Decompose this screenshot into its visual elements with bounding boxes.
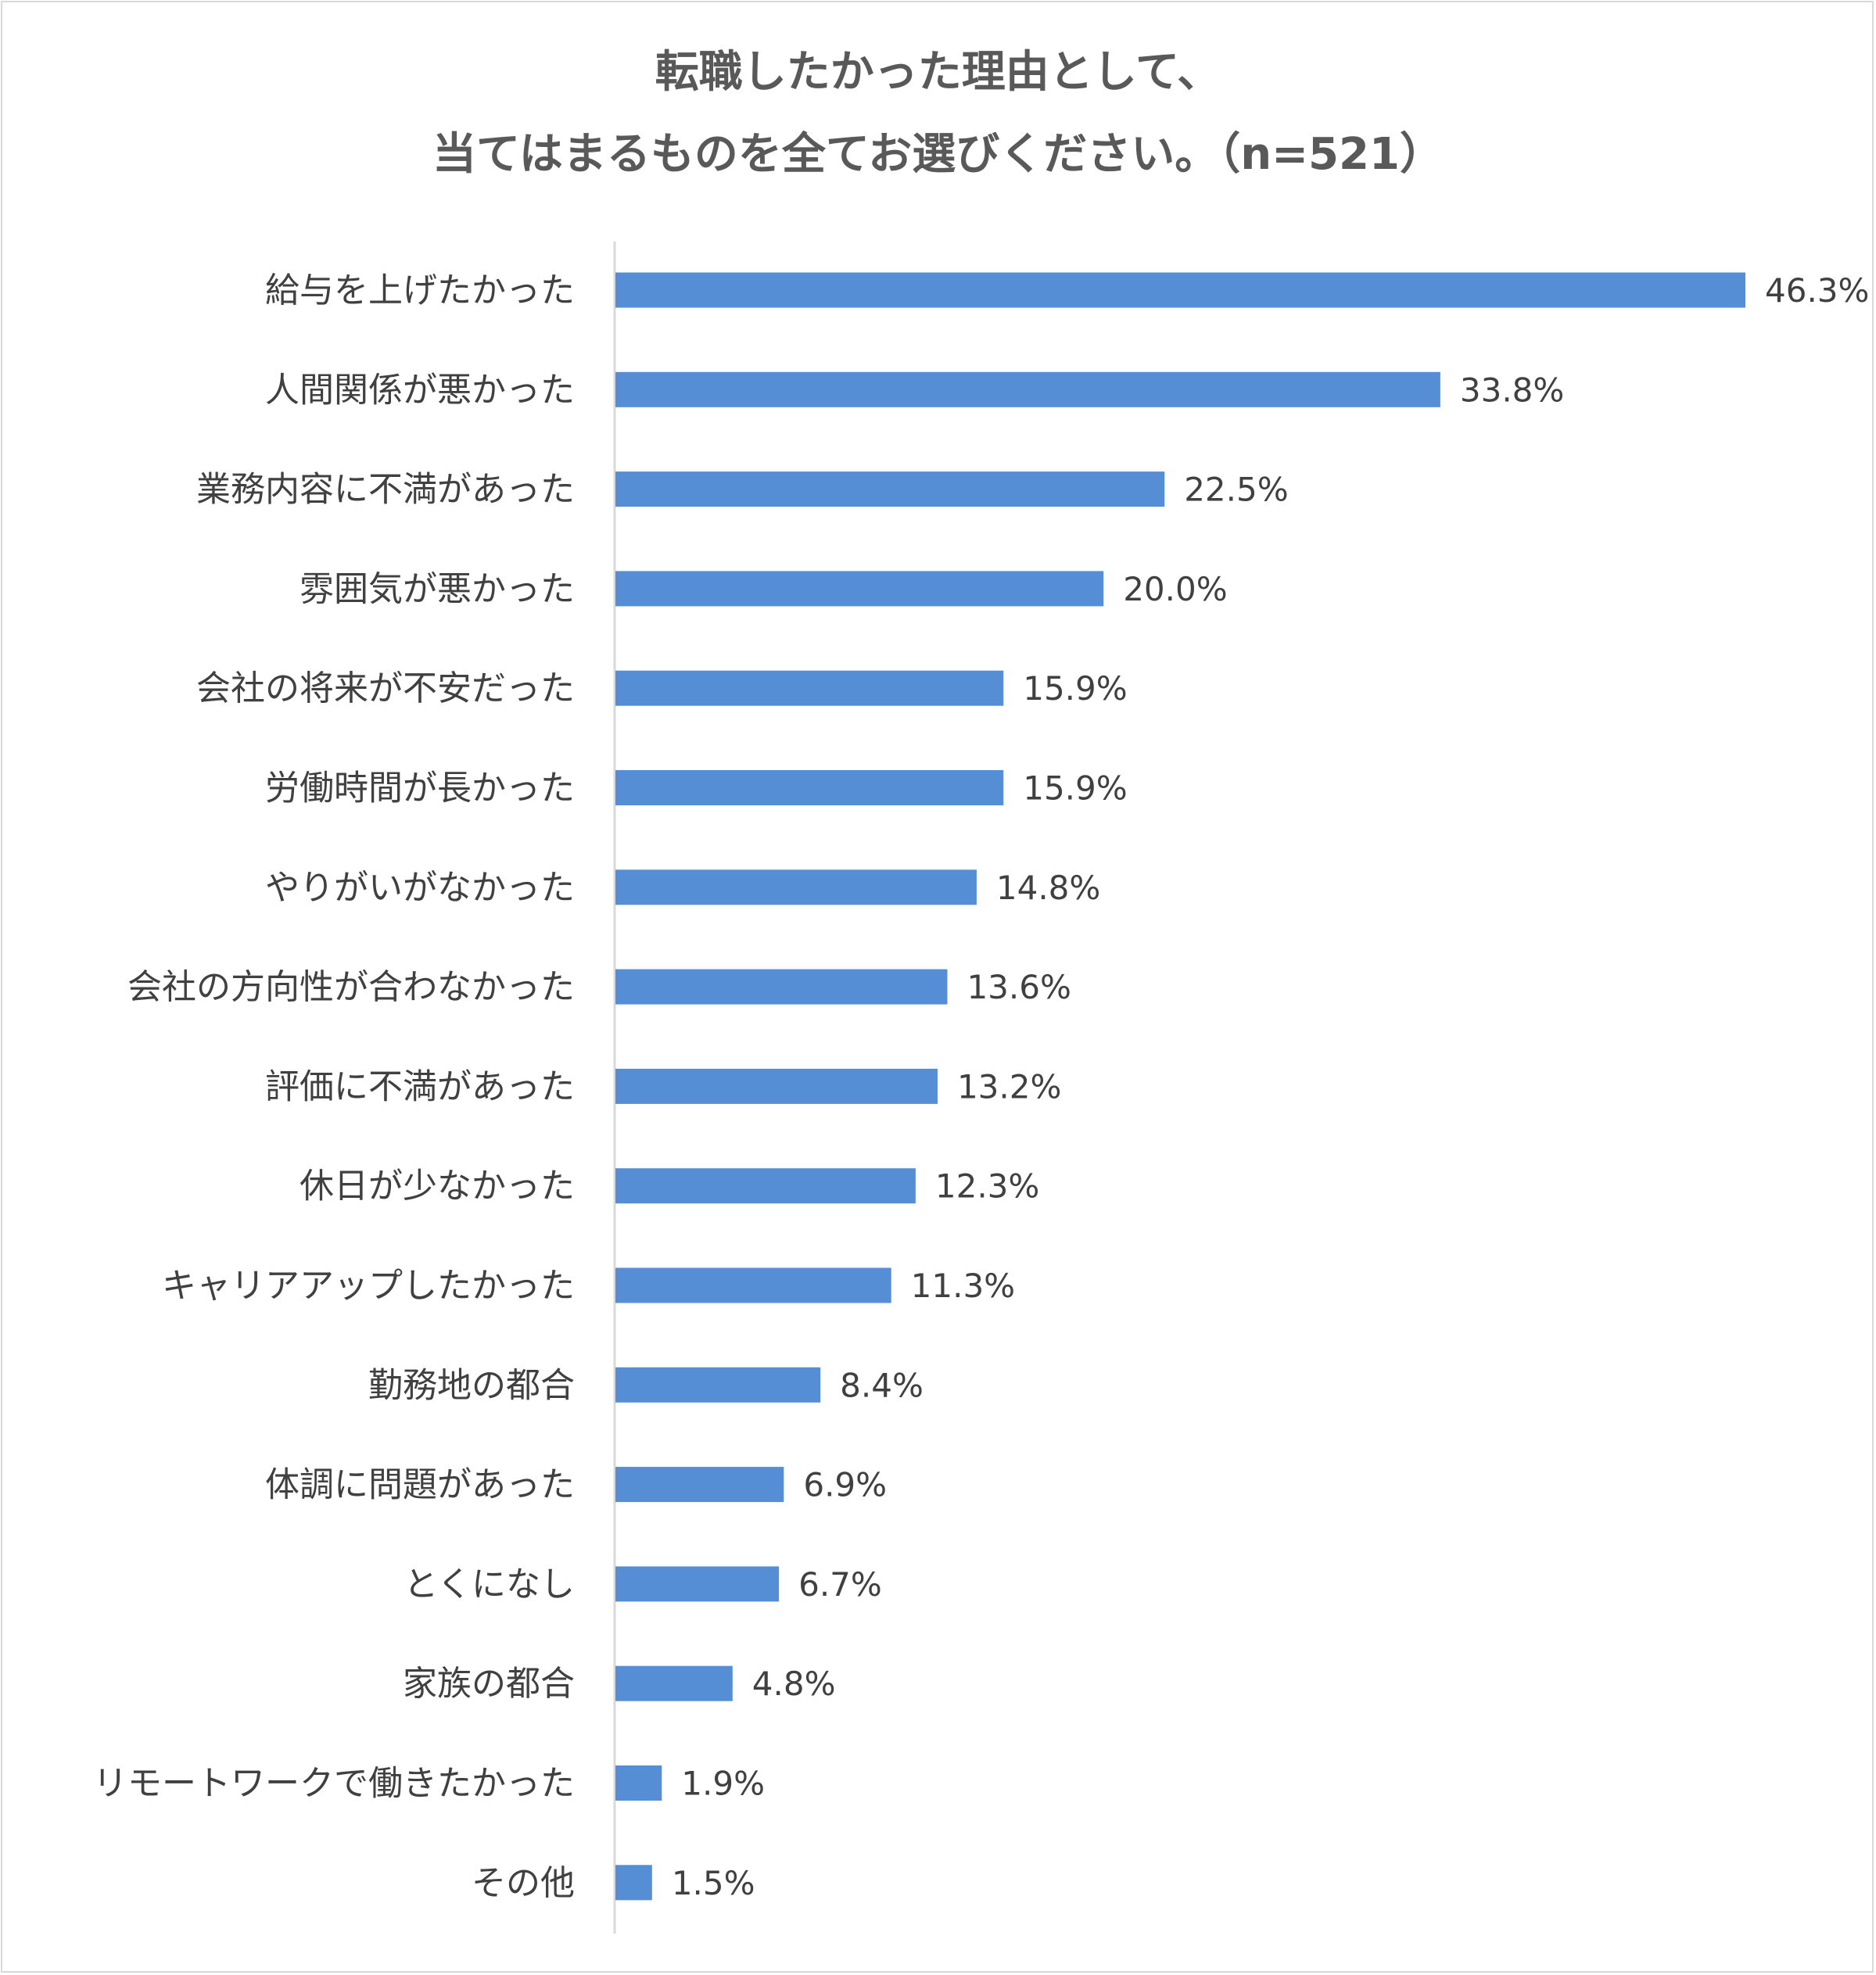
- data-label: 20.0%: [1123, 570, 1227, 608]
- bar: [615, 1267, 891, 1303]
- category-label: とくになし: [404, 1565, 575, 1604]
- category-label: 会社の将来が不安だった: [196, 668, 575, 708]
- data-label: 1.9%: [681, 1765, 765, 1803]
- data-label: 11.3%: [911, 1267, 1015, 1305]
- data-label: 6.9%: [803, 1466, 887, 1504]
- category-label: 雰囲気が悪かった: [300, 569, 575, 609]
- bar: [615, 371, 1440, 407]
- bar: [615, 869, 977, 905]
- bar: [615, 1765, 662, 1801]
- bar: [615, 1467, 784, 1503]
- category-label: 労働時間が長かった: [265, 769, 575, 808]
- data-label: 6.7%: [798, 1565, 882, 1604]
- category-label: 休日が少なかった: [300, 1167, 575, 1206]
- category-label: キャリアアップしたかった: [162, 1266, 575, 1306]
- bar: [615, 1367, 821, 1403]
- category-label: 業務内容に不満があった: [196, 470, 575, 510]
- data-label: 33.8%: [1460, 371, 1564, 409]
- chart-title-line-2: 当てはまるものを全てお選びください。（n=521）: [432, 129, 1444, 180]
- category-label: 評価に不満があった: [265, 1066, 575, 1106]
- category-label: 給与を上げたかった: [265, 271, 575, 310]
- bar: [615, 969, 948, 1005]
- bar: [615, 571, 1104, 607]
- category-label: やりがいがなかった: [265, 868, 575, 908]
- bar: [615, 272, 1745, 308]
- category-label: その他: [472, 1863, 575, 1903]
- data-label: 15.9%: [1023, 669, 1127, 708]
- data-label: 14.8%: [996, 869, 1100, 907]
- data-label: 4.8%: [752, 1665, 836, 1703]
- bar: [615, 770, 1004, 805]
- data-label: 12.3%: [935, 1167, 1039, 1206]
- data-label: 1.5%: [672, 1864, 755, 1902]
- bar: [615, 1566, 780, 1602]
- data-label: 46.3%: [1765, 271, 1869, 310]
- data-label: 13.6%: [967, 968, 1071, 1006]
- bar: [615, 1168, 916, 1204]
- category-label: 体調に問題があった: [265, 1465, 575, 1505]
- chart-title-line-1: 転職したかった理由として、: [655, 47, 1221, 98]
- category-label: 会社の方向性が合わなかった: [127, 967, 575, 1007]
- bar: [615, 1865, 652, 1901]
- data-label: 8.4%: [840, 1366, 924, 1404]
- category-label: 家族の都合: [403, 1664, 575, 1704]
- bar: [615, 471, 1165, 507]
- data-label: 15.9%: [1023, 769, 1127, 808]
- category-label: リモートワークで働きたかった: [93, 1764, 575, 1804]
- bar: [615, 1068, 938, 1104]
- category-label: 人間関係が悪かった: [265, 370, 575, 410]
- category-label: 勤務地の都合: [368, 1365, 575, 1405]
- data-label: 13.2%: [957, 1067, 1061, 1106]
- data-label: 22.5%: [1184, 471, 1288, 509]
- bar: [615, 1665, 733, 1701]
- bar: [615, 670, 1004, 706]
